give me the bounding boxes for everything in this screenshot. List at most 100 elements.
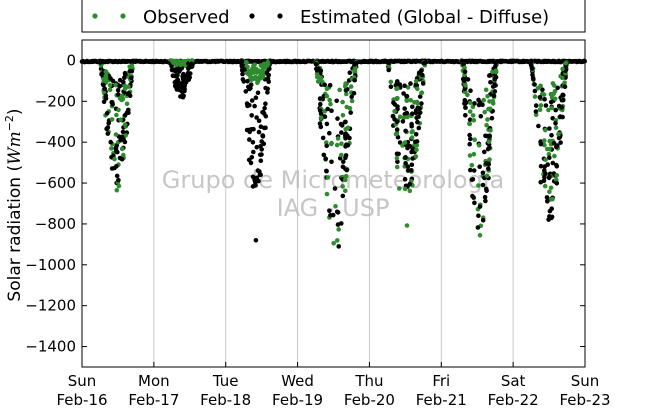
estimated-point: [320, 135, 326, 141]
estimated-point: [492, 89, 498, 94]
estimated-point: [528, 62, 534, 68]
observed-point: [331, 240, 337, 246]
estimated-point: [486, 166, 491, 171]
estimated-point: [545, 199, 550, 204]
estimated-point: [417, 106, 422, 111]
estimated-point: [409, 162, 415, 168]
observed-point: [116, 183, 122, 189]
estimated-point: [477, 100, 483, 105]
observed-point: [467, 109, 473, 114]
estimated-point: [549, 206, 554, 211]
estimated-point: [180, 84, 185, 90]
estimated-point: [480, 218, 486, 223]
estimated-point: [318, 68, 324, 73]
estimated-point: [467, 132, 472, 138]
estimated-point: [493, 75, 499, 80]
observed-point: [409, 129, 415, 135]
observed-point: [465, 92, 470, 98]
y-tick-label: −1200: [25, 297, 76, 315]
estimated-point: [400, 119, 406, 124]
estimated-point: [482, 149, 487, 155]
estimated-point: [554, 162, 559, 168]
estimated-point: [487, 133, 492, 138]
observed-point: [328, 141, 334, 147]
estimated-point: [487, 145, 492, 150]
observed-point: [344, 91, 349, 97]
observed-point: [336, 227, 342, 232]
x-tick-label: Tue: [212, 372, 239, 390]
observed-point: [103, 73, 109, 78]
x-tick-label: Sat: [501, 372, 526, 390]
estimated-point: [335, 116, 340, 121]
estimated-point: [322, 82, 328, 88]
observed-point: [402, 186, 408, 192]
y-tick-label: −800: [35, 215, 76, 233]
observed-point: [123, 133, 128, 138]
observed-point: [404, 223, 410, 228]
estimated-point: [343, 132, 348, 138]
observed-point: [318, 115, 324, 120]
observed-point: [253, 74, 258, 80]
estimated-point: [321, 152, 327, 158]
x-tick-label: Sun: [68, 372, 97, 390]
observed-point: [335, 136, 341, 141]
legend-label-observed: Observed: [143, 7, 230, 28]
estimated-point: [259, 152, 264, 157]
observed-point: [412, 100, 417, 105]
estimated-point: [103, 93, 109, 99]
estimated-point: [339, 130, 344, 135]
estimated-point: [109, 100, 114, 105]
observed-point: [324, 93, 330, 99]
estimated-point: [553, 107, 558, 113]
observed-point: [405, 114, 410, 120]
estimated-point: [253, 238, 259, 243]
estimated-point: [323, 156, 329, 161]
y-tick-label: −1400: [25, 338, 76, 356]
estimated-point: [478, 114, 484, 119]
observed-point: [554, 173, 560, 178]
observed-point: [552, 96, 558, 102]
estimated-point: [130, 59, 136, 65]
observed-point: [476, 143, 482, 148]
estimated-point: [494, 59, 499, 65]
estimated-point: [540, 87, 545, 92]
estimated-point: [249, 98, 255, 103]
estimated-point: [186, 75, 191, 80]
estimated-point: [322, 114, 328, 119]
estimated-point: [490, 84, 496, 89]
estimated-point: [417, 110, 423, 115]
estimated-point: [551, 141, 557, 146]
legend-frame: [81, 0, 586, 33]
observed-point: [408, 97, 414, 103]
estimated-point: [264, 70, 270, 75]
x-tick-label: Thu: [354, 372, 383, 390]
estimated-point: [340, 193, 346, 199]
estimated-point: [395, 104, 400, 109]
estimated-point: [471, 168, 477, 173]
observed-point: [388, 79, 394, 85]
observed-point: [127, 64, 132, 70]
estimated-point: [542, 175, 547, 180]
estimated-point: [395, 79, 400, 84]
observed-point: [180, 61, 186, 67]
observed-point: [549, 105, 555, 111]
estimated-point: [247, 137, 252, 142]
observed-point: [343, 174, 348, 179]
observed-point: [343, 188, 348, 194]
observed-point: [397, 114, 403, 120]
estimated-point: [545, 162, 550, 167]
observed-point: [484, 173, 490, 179]
estimated-point: [407, 181, 413, 187]
estimated-point: [343, 155, 348, 161]
estimated-point: [561, 92, 566, 98]
y-axis-title: Solar radiation (Wm−2): [3, 108, 25, 301]
estimated-point: [254, 144, 260, 150]
observed-point: [116, 107, 121, 113]
estimated-point: [256, 129, 262, 135]
estimated-point: [261, 141, 267, 147]
observed-point: [560, 66, 565, 72]
estimated-point: [420, 81, 426, 86]
estimated-point: [118, 138, 123, 143]
estimated-point: [324, 143, 330, 149]
observed-point: [552, 153, 557, 159]
